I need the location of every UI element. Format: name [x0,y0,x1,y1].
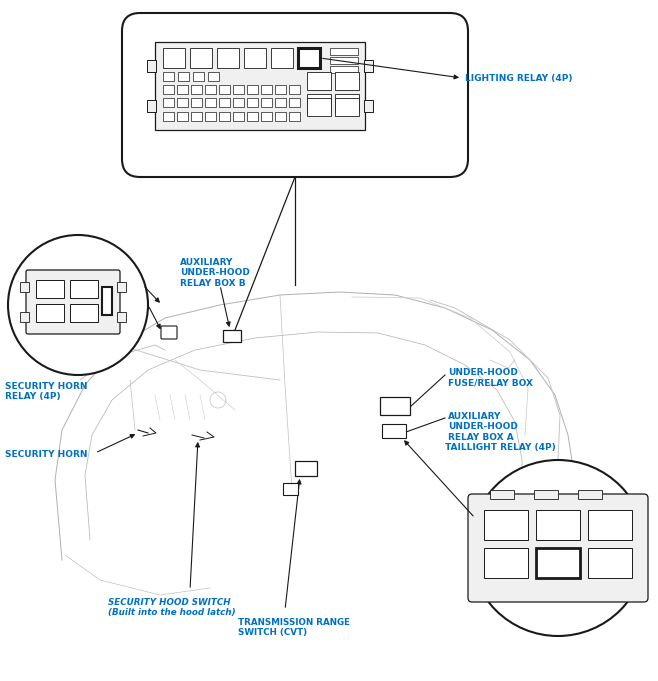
Bar [219,112,230,121]
Bar [205,112,216,121]
Bar [335,72,359,90]
Bar [484,510,528,540]
Bar [117,312,126,322]
Bar [244,48,266,68]
FancyBboxPatch shape [26,270,120,334]
Text: SECURITY HOOD SWITCH
(Built into the hood latch): SECURITY HOOD SWITCH (Built into the hoo… [108,598,236,618]
Bar [484,548,528,578]
Bar [178,72,189,81]
Bar [247,98,258,107]
Bar [163,112,174,121]
Bar [247,85,258,94]
Bar [102,287,112,315]
Bar [275,98,286,107]
Bar [70,304,98,322]
Bar [70,280,98,298]
Bar [380,397,410,415]
Bar [588,548,632,578]
Text: SECURITY HORN: SECURITY HORN [5,450,88,459]
Bar [20,282,29,292]
Text: AUXILIARY
UNDER-HOOD
RELAY BOX A: AUXILIARY UNDER-HOOD RELAY BOX A [448,412,518,442]
Bar [191,98,202,107]
Bar [364,60,373,72]
Bar [163,72,174,81]
Bar [275,112,286,121]
Bar [283,483,298,495]
Text: AUXILIARY
UNDER-HOOD
RELAY BOX B: AUXILIARY UNDER-HOOD RELAY BOX B [180,258,250,288]
Bar [536,510,580,540]
Bar [191,112,202,121]
Bar [536,548,580,578]
Bar [163,48,185,68]
Bar [191,85,202,94]
Text: TAILLIGHT RELAY (4P): TAILLIGHT RELAY (4P) [445,443,556,452]
Bar [364,100,373,112]
Bar [330,66,358,73]
Bar [289,98,300,107]
Bar [219,85,230,94]
Bar [335,94,359,112]
Bar [298,48,320,68]
Bar [261,112,272,121]
Bar [163,98,174,107]
Bar [193,72,204,81]
Bar [534,490,558,499]
Bar [217,48,239,68]
Bar [205,85,216,94]
Bar [382,424,406,438]
FancyBboxPatch shape [468,494,648,602]
Bar [117,282,126,292]
Bar [330,48,358,55]
Text: UNDER-HOOD
FUSE/RELAY BOX: UNDER-HOOD FUSE/RELAY BOX [448,368,533,387]
Bar [190,48,212,68]
Bar [298,48,320,68]
Bar [298,48,320,68]
FancyBboxPatch shape [161,326,177,339]
Bar [335,98,359,116]
FancyBboxPatch shape [122,13,468,177]
Text: LIGHTING RELAY (4P): LIGHTING RELAY (4P) [465,74,572,82]
Bar [155,42,365,130]
Bar [588,510,632,540]
Bar [163,85,174,94]
Text: SECURITY HORN
RELAY (4P): SECURITY HORN RELAY (4P) [5,382,88,401]
Bar [536,548,580,578]
Bar [271,48,293,68]
Bar [289,85,300,94]
Bar [219,98,230,107]
Bar [289,112,300,121]
Bar [261,85,272,94]
Circle shape [8,235,148,375]
Bar [147,100,156,112]
Bar [208,72,219,81]
Bar [261,98,272,107]
Bar [295,461,317,476]
Bar [177,98,188,107]
Bar [247,112,258,121]
Text: TRANSMISSION RANGE
SWITCH (CVT): TRANSMISSION RANGE SWITCH (CVT) [238,618,350,637]
Bar [307,72,331,90]
Bar [330,57,358,64]
Bar [20,312,29,322]
Circle shape [470,460,646,636]
Bar [36,304,64,322]
Bar [223,330,241,342]
Bar [177,85,188,94]
Bar [233,112,244,121]
Bar [490,490,514,499]
Bar [233,98,244,107]
Bar [307,94,331,112]
Bar [177,112,188,121]
Bar [233,85,244,94]
Bar [578,490,602,499]
Bar [307,98,331,116]
Bar [147,60,156,72]
Bar [205,98,216,107]
Bar [275,85,286,94]
Bar [36,280,64,298]
